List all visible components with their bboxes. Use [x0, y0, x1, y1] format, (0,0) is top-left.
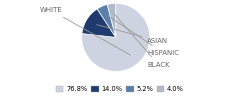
Legend: 76.8%, 14.0%, 5.2%, 4.0%: 76.8%, 14.0%, 5.2%, 4.0%: [55, 85, 185, 94]
Text: WHITE: WHITE: [39, 7, 130, 55]
Text: HISPANIC: HISPANIC: [108, 16, 179, 56]
Wedge shape: [82, 9, 116, 37]
Wedge shape: [97, 4, 116, 37]
Wedge shape: [107, 3, 116, 37]
Wedge shape: [82, 3, 150, 71]
Text: ASIAN: ASIAN: [97, 25, 168, 44]
Text: BLACK: BLACK: [114, 14, 170, 68]
